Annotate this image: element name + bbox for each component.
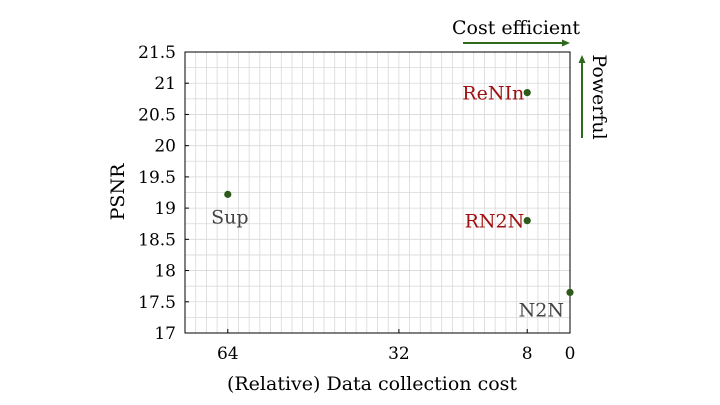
powerful-annotation: Powerful [578,54,610,140]
x-tick-label: 0 [565,344,576,364]
y-tick-label: 20.5 [138,105,176,125]
y-tick-label: 19.5 [138,168,176,188]
x-axis-label: (Relative) Data collection cost [227,373,517,395]
x-axis-ticks: 64 32 8 0 [217,329,575,364]
point-label-rn2n: RN2N [465,211,525,233]
data-points: Sup ReNIn RN2N N2N [211,83,574,321]
data-point-renin [523,88,531,97]
point-label-n2n: N2N [519,299,564,321]
y-axis-ticks: 17 17.5 18 18.5 19 19.5 20 20.5 21 21.5 [138,43,189,344]
x-tick-label: 32 [388,344,410,364]
y-tick-label: 20 [154,137,176,157]
y-tick-label: 21 [154,74,176,94]
y-tick-label: 21.5 [138,43,176,63]
y-tick-label: 18 [154,262,176,282]
point-label-sup: Sup [211,206,248,228]
y-tick-label: 19 [154,199,176,219]
data-point-sup [224,190,232,198]
point-label-renin: ReNIn [462,83,524,105]
y-axis-label: PSNR [107,163,129,220]
powerful-arrow-head [578,55,586,63]
cost-efficient-label: Cost efficient [452,17,580,39]
y-tick-label: 17 [154,324,176,344]
y-tick-label: 17.5 [138,293,176,313]
plot-frame [184,51,571,334]
data-point-rn2n [523,217,531,225]
y-tick-label: 18.5 [138,230,176,250]
cost-efficient-annotation: Cost efficient [452,17,580,47]
x-tick-label: 64 [217,344,239,364]
cost-efficient-arrow-head [562,39,570,47]
data-point-n2n [566,288,574,297]
x-tick-label: 8 [522,344,533,364]
powerful-label: Powerful [588,54,610,139]
